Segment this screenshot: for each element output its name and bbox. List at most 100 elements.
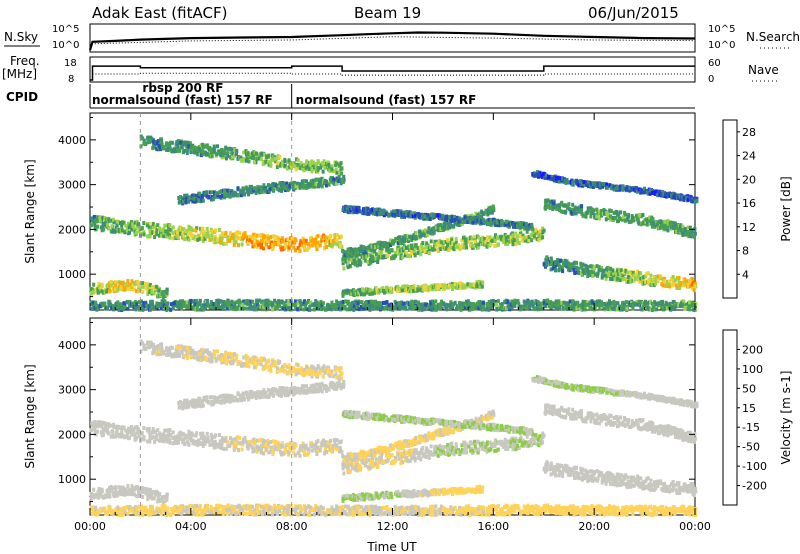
data-cell bbox=[450, 218, 454, 223]
data-cell bbox=[214, 152, 218, 157]
data-cell bbox=[548, 262, 552, 267]
data-cell bbox=[316, 305, 320, 310]
data-cell bbox=[133, 227, 137, 232]
data-cell bbox=[332, 306, 336, 311]
data-cell bbox=[319, 299, 323, 304]
data-cell bbox=[466, 216, 470, 220]
data-cell bbox=[682, 283, 686, 288]
data-cell bbox=[189, 150, 193, 155]
data-cell bbox=[125, 228, 129, 233]
data-cell bbox=[383, 300, 387, 305]
data-cell bbox=[607, 306, 610, 310]
data-cell bbox=[191, 236, 195, 241]
data-cell bbox=[543, 172, 547, 177]
data-cell bbox=[574, 206, 578, 211]
data-cell bbox=[412, 284, 416, 288]
data-cell bbox=[230, 300, 234, 305]
data-cell bbox=[588, 306, 592, 311]
data-cell bbox=[304, 165, 308, 170]
data-cell bbox=[365, 254, 369, 259]
data-cell bbox=[647, 300, 651, 305]
data-cell bbox=[686, 225, 690, 230]
data-cell bbox=[354, 260, 358, 265]
data-cell bbox=[425, 216, 429, 221]
data-cell bbox=[589, 270, 593, 275]
data-cell bbox=[371, 299, 375, 304]
data-cell bbox=[194, 302, 198, 307]
data-cell bbox=[96, 492, 100, 497]
data-cell bbox=[296, 181, 300, 186]
data-cell bbox=[199, 143, 203, 148]
data-cell bbox=[203, 236, 207, 241]
data-cell bbox=[100, 282, 104, 287]
data-cell bbox=[609, 209, 613, 213]
data-cell bbox=[471, 245, 475, 250]
data-cell bbox=[298, 248, 302, 253]
data-cell bbox=[450, 238, 454, 243]
data-cell bbox=[418, 303, 421, 308]
data-cell bbox=[176, 147, 180, 152]
data-cell bbox=[518, 307, 522, 312]
data-cell bbox=[455, 215, 459, 220]
data-cell bbox=[536, 300, 540, 305]
data-cell bbox=[677, 195, 680, 200]
data-cell bbox=[120, 228, 124, 233]
data-cell bbox=[155, 147, 159, 152]
data-cell bbox=[351, 253, 355, 257]
data-cell bbox=[487, 217, 491, 222]
data-cell bbox=[542, 228, 546, 233]
data-cell bbox=[322, 181, 326, 186]
data-cell bbox=[132, 287, 136, 292]
data-cell bbox=[98, 215, 102, 220]
data-cell bbox=[572, 300, 576, 305]
data-cell bbox=[666, 192, 670, 197]
data-cell bbox=[600, 209, 604, 213]
data-cell bbox=[323, 241, 327, 246]
data-cell bbox=[353, 208, 357, 213]
data-cell bbox=[542, 298, 546, 303]
data-cell bbox=[314, 182, 318, 186]
data-cell bbox=[657, 274, 660, 279]
data-cell bbox=[561, 210, 565, 214]
data-cell bbox=[534, 228, 538, 233]
data-cell bbox=[630, 273, 634, 278]
data-cell bbox=[653, 224, 657, 229]
data-cell bbox=[609, 267, 613, 271]
data-cell bbox=[618, 270, 622, 275]
data-cell bbox=[566, 205, 569, 210]
data-cell bbox=[666, 224, 670, 229]
data-cell bbox=[218, 194, 222, 199]
data-cell bbox=[282, 303, 286, 308]
data-cell bbox=[341, 299, 345, 304]
data-cell bbox=[121, 280, 125, 285]
data-cell bbox=[291, 181, 295, 186]
data-cell bbox=[416, 250, 420, 255]
data-cell bbox=[225, 306, 229, 311]
data-cell bbox=[101, 215, 105, 220]
data-cell bbox=[304, 305, 308, 310]
data-cell bbox=[386, 252, 390, 257]
data-cell bbox=[288, 184, 292, 189]
data-cell bbox=[99, 491, 103, 496]
data-cell bbox=[348, 210, 352, 215]
data-cell bbox=[370, 256, 374, 261]
data-cell bbox=[434, 304, 437, 309]
data-cell bbox=[487, 307, 491, 312]
data-cell bbox=[108, 489, 112, 494]
data-cell bbox=[691, 199, 695, 204]
noise-tick-left-bottom: 10^0 bbox=[52, 40, 79, 51]
data-cell bbox=[104, 219, 108, 224]
data-cell bbox=[178, 231, 182, 236]
data-cell bbox=[310, 159, 314, 164]
data-cell bbox=[123, 305, 127, 310]
data-cell bbox=[429, 247, 433, 252]
data-cell bbox=[598, 306, 602, 311]
data-cell bbox=[452, 285, 456, 289]
data-cell bbox=[446, 243, 449, 248]
data-cell bbox=[489, 208, 493, 213]
data-cell bbox=[537, 307, 540, 312]
data-cell bbox=[602, 306, 606, 311]
data-cell bbox=[468, 236, 472, 241]
data-cell bbox=[278, 304, 282, 309]
data-cell bbox=[647, 281, 651, 286]
